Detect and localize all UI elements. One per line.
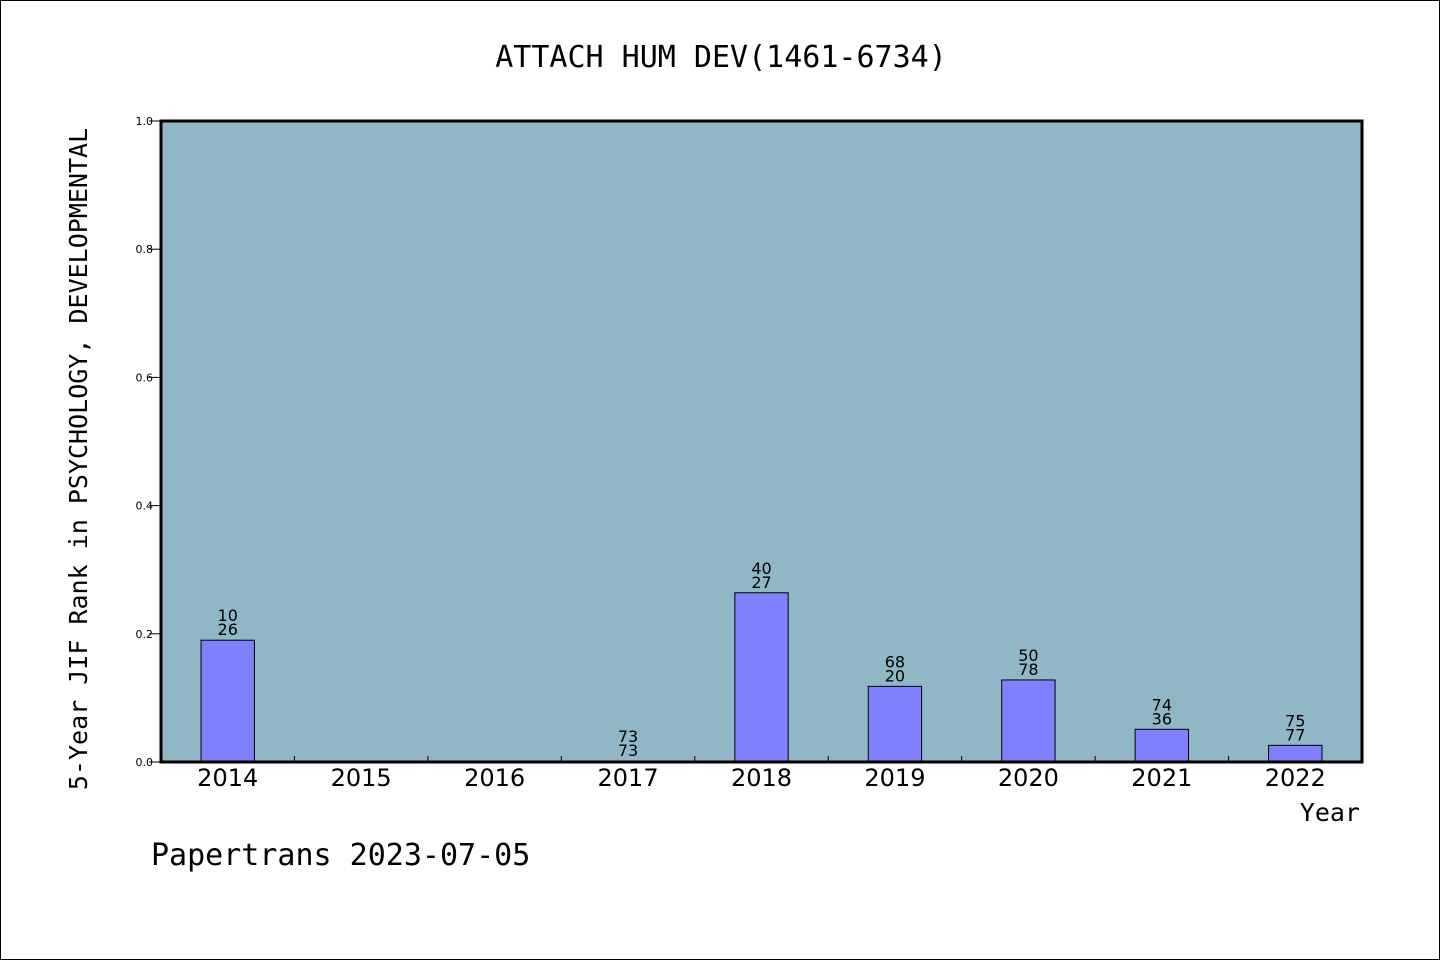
bar [1001,679,1056,763]
y-tick-label: 0.0 [136,756,154,769]
labels-layer: 0.0 0.2 0.4 0.6 0.8 1.0 2014 2015 2016 2017 2018 20… [136,115,1326,792]
bar-value-label: 74 [1152,695,1172,714]
x-tick-label: 2020 [998,764,1059,792]
bar [200,639,255,763]
bar-value-label: 36 [1152,709,1172,728]
bars-layer [200,592,1323,763]
bar [867,685,923,763]
bar [1134,728,1190,763]
bar [1268,744,1323,763]
bar-value-label: 10 [218,606,238,625]
y-tick-label: 1.0 [136,115,154,128]
chart-title: ATTACH HUM DEV(1461-6734) [495,40,947,75]
bar-value-label: 20 [885,666,905,685]
x-tick-label: 2019 [864,764,925,792]
bar-value-label: 77 [1285,725,1305,744]
x-tick-label: 2016 [464,764,525,792]
x-tick-label: 2018 [731,764,792,792]
bar-value-label: 68 [885,652,905,671]
y-tick-label: 0.8 [136,243,154,256]
footer-text: Papertrans 2023-07-05 [151,838,530,873]
x-tick-label: 2014 [197,764,258,792]
x-tick-label: 2017 [598,764,659,792]
x-tick-label: 2021 [1131,764,1192,792]
plot-border [159,119,1364,764]
bar-value-label: 75 [1285,711,1305,730]
x-tick-label: 2015 [331,764,392,792]
bar [734,592,789,763]
bar-value-label: 27 [751,573,771,592]
bar-value-label: 50 [1018,646,1038,665]
y-tick-label: 0.6 [136,371,154,384]
y-tick-label: 0.2 [136,628,154,641]
bar-value-label: 78 [1018,660,1038,679]
bar-value-label: 26 [218,620,238,639]
x-tick-label: 2022 [1265,764,1326,792]
bar-value-label: 73 [618,727,638,746]
bar-value-label: 40 [751,559,771,578]
y-tick-label: 0.4 [136,500,154,513]
y-axis-label: 5-Year JIF Rank in PSYCHOLOGY, DEVELOPME… [64,128,93,790]
x-axis-label: Year [1300,798,1360,827]
bar-value-label: 73 [618,741,638,760]
